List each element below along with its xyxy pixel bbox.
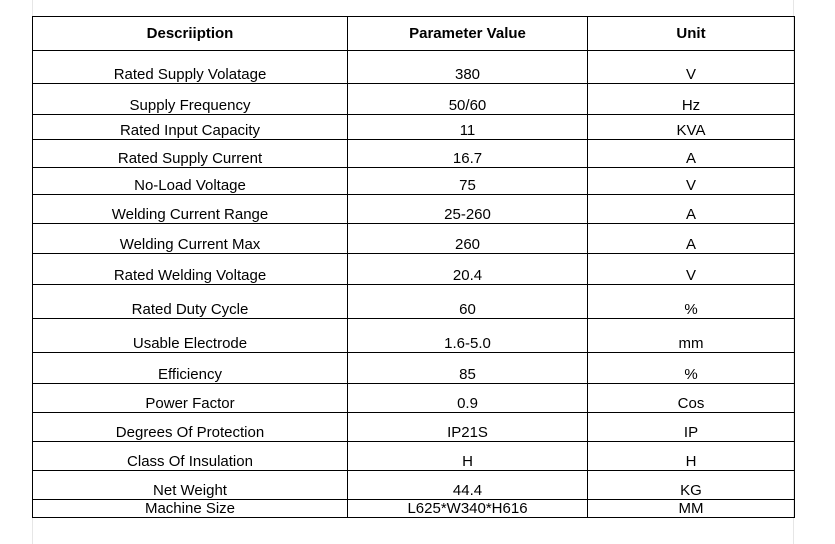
table-row: Efficiency 85 %: [32, 352, 795, 384]
cell-value: 380: [347, 50, 588, 84]
cell-description: Power Factor: [32, 383, 348, 413]
cell-unit: %: [587, 352, 795, 384]
cell-value: 260: [347, 223, 588, 254]
table-row: No-Load Voltage 75 V: [32, 167, 795, 195]
cell-value: 16.7: [347, 139, 588, 168]
cell-unit: mm: [587, 318, 795, 353]
cell-description: Class Of Insulation: [32, 441, 348, 471]
cell-value: 75: [347, 167, 588, 195]
cell-unit: V: [587, 167, 795, 195]
cell-description: No-Load Voltage: [32, 167, 348, 195]
cell-value: 11: [347, 114, 588, 140]
cell-unit: A: [587, 139, 795, 168]
cell-value: IP21S: [347, 412, 588, 442]
table-row: Rated Input Capacity 11 KVA: [32, 114, 795, 140]
cell-description: Rated Duty Cycle: [32, 284, 348, 319]
cell-unit: V: [587, 50, 795, 84]
table-row: Rated Supply Volatage 380 V: [32, 50, 795, 84]
table-row: Welding Current Max 260 A: [32, 223, 795, 254]
cell-value: 50/60: [347, 83, 588, 115]
cell-unit: V: [587, 253, 795, 285]
cell-description: Rated Supply Volatage: [32, 50, 348, 84]
table-row: Degrees Of Protection IP21S IP: [32, 412, 795, 442]
cell-value: 85: [347, 352, 588, 384]
table-row: Power Factor 0.9 Cos: [32, 383, 795, 413]
cell-description: Net Weight: [32, 470, 348, 500]
cell-description: Rated Supply Current: [32, 139, 348, 168]
cell-value: H: [347, 441, 588, 471]
table-row: Rated Welding Voltage 20.4 V: [32, 253, 795, 285]
cell-value: 1.6-5.0: [347, 318, 588, 353]
table-row: Net Weight 44.4 KG: [32, 470, 795, 500]
table-row: Welding Current Range 25-260 A: [32, 194, 795, 224]
table-header-row: Descriiption Parameter Value Unit: [32, 16, 795, 51]
table-row: Rated Supply Current 16.7 A: [32, 139, 795, 168]
cell-description: Rated Input Capacity: [32, 114, 348, 140]
cell-unit: KG: [587, 470, 795, 500]
cell-unit: IP: [587, 412, 795, 442]
cell-description: Rated Welding Voltage: [32, 253, 348, 285]
header-description: Descriiption: [32, 16, 348, 51]
table-row: Usable Electrode 1.6-5.0 mm: [32, 318, 795, 353]
table-row: Machine Size L625*W340*H616 MM: [32, 499, 795, 518]
cell-description: Degrees Of Protection: [32, 412, 348, 442]
cell-value: 44.4: [347, 470, 588, 500]
cell-value: 60: [347, 284, 588, 319]
cell-unit: H: [587, 441, 795, 471]
header-parameter-value: Parameter Value: [347, 16, 588, 51]
cell-unit: KVA: [587, 114, 795, 140]
header-unit: Unit: [587, 16, 795, 51]
cell-value: 0.9: [347, 383, 588, 413]
cell-description: Efficiency: [32, 352, 348, 384]
table-row: Supply Frequency 50/60 Hz: [32, 83, 795, 115]
cell-description: Welding Current Range: [32, 194, 348, 224]
cell-unit: A: [587, 223, 795, 254]
cell-value: L625*W340*H616: [347, 499, 588, 518]
cell-unit: Cos: [587, 383, 795, 413]
cell-unit: %: [587, 284, 795, 319]
table-row: Rated Duty Cycle 60 %: [32, 284, 795, 319]
cell-value: 25-260: [347, 194, 588, 224]
cell-description: Welding Current Max: [32, 223, 348, 254]
cell-unit: MM: [587, 499, 795, 518]
cell-description: Usable Electrode: [32, 318, 348, 353]
cell-description: Supply Frequency: [32, 83, 348, 115]
table-row: Class Of Insulation H H: [32, 441, 795, 471]
specification-table: Descriiption Parameter Value Unit Rated …: [32, 16, 795, 518]
cell-unit: A: [587, 194, 795, 224]
cell-description: Machine Size: [32, 499, 348, 518]
cell-value: 20.4: [347, 253, 588, 285]
cell-unit: Hz: [587, 83, 795, 115]
